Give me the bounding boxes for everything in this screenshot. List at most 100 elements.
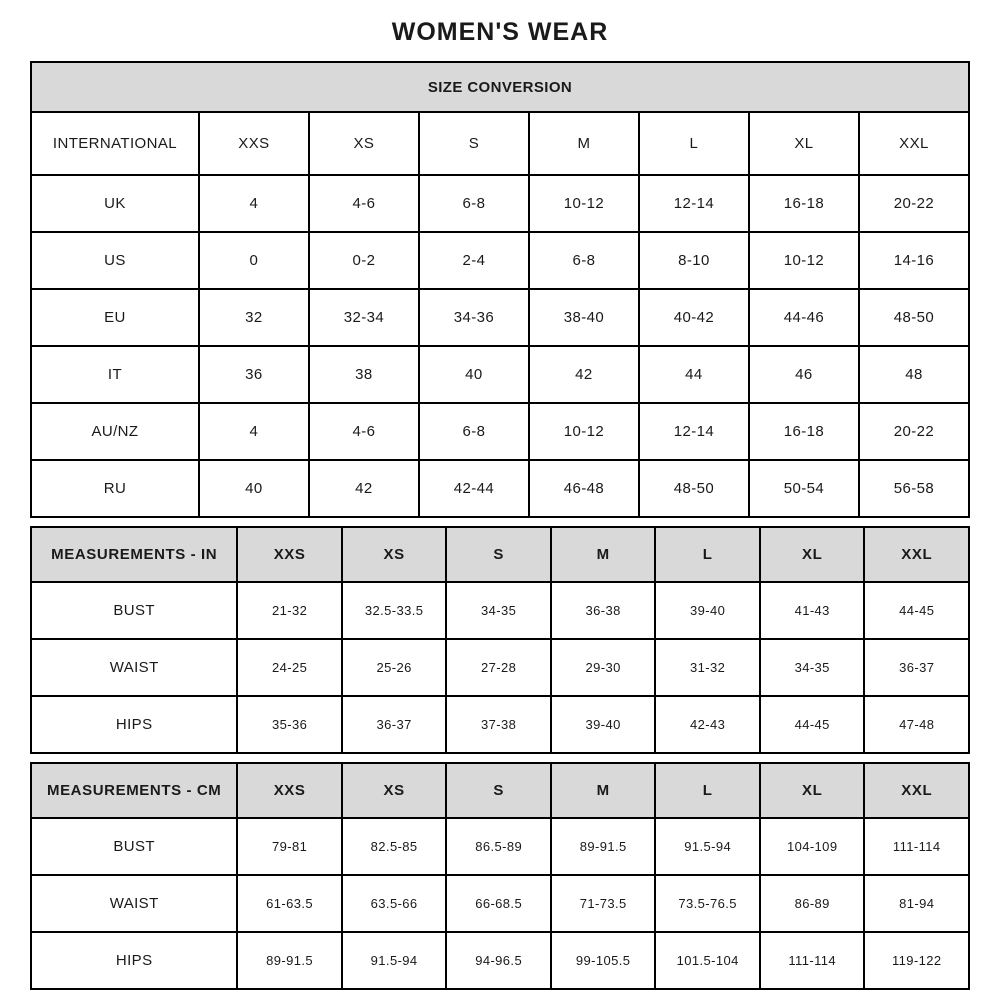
table-caption: SIZE CONVERSION xyxy=(30,61,970,113)
column-header: M xyxy=(527,111,640,176)
table-cell: 94-96.5 xyxy=(445,931,552,990)
table-cell: 46-48 xyxy=(527,459,640,518)
column-header: XXL xyxy=(863,526,970,583)
table-cell: 56-58 xyxy=(857,459,971,518)
table-cell: 36 xyxy=(197,345,310,404)
table-cell: 89-91.5 xyxy=(236,931,343,990)
table-cell: 40 xyxy=(197,459,310,518)
table-cell: 89-91.5 xyxy=(549,817,657,876)
table-cell: 12-14 xyxy=(637,402,750,461)
table-caption: MEASUREMENTS - IN xyxy=(29,526,239,583)
table-cell: 8-10 xyxy=(637,231,750,290)
table-cell: 4 xyxy=(197,402,310,461)
table-cell: 14-16 xyxy=(857,231,971,290)
measurements-in-table: MEASUREMENTS - IN XXS XS S M L XL XXL BUST 21-32 3… xyxy=(29,526,970,754)
table-cell: 21-32 xyxy=(236,581,343,640)
table-cell: 47-48 xyxy=(863,695,970,754)
table-row: EU 32 32-34 34-36 38-40 40-42 44-46 48-50 xyxy=(30,288,971,347)
column-header-row: MEASUREMENTS - IN XXS XS S M L XL XXL xyxy=(29,526,970,583)
table-caption-row: SIZE CONVERSION xyxy=(30,61,970,113)
table-cell: 66-68.5 xyxy=(445,874,552,933)
table-cell: 44-46 xyxy=(747,288,860,347)
column-header: XXS xyxy=(197,111,310,176)
table-row: UK 4 4-6 6-8 10-12 12-14 16-18 20-22 xyxy=(30,174,971,233)
table-cell: 37-38 xyxy=(445,695,552,754)
table-row: AU/NZ 4 4-6 6-8 10-12 12-14 16-18 20-22 xyxy=(30,402,971,461)
column-header: XXL xyxy=(857,111,971,176)
table-cell: 10-12 xyxy=(527,174,640,233)
table-cell: 12-14 xyxy=(637,174,750,233)
table-cell: 104-109 xyxy=(758,817,866,876)
table-cell: 119-122 xyxy=(863,931,970,990)
table-cell: 42 xyxy=(307,459,420,518)
table-cell: 39-40 xyxy=(654,581,761,640)
table-cell: 4-6 xyxy=(307,402,420,461)
column-header: S xyxy=(445,526,552,583)
table-cell: 34-36 xyxy=(417,288,530,347)
table-cell: 20-22 xyxy=(857,402,971,461)
table-row: BUST 21-32 32.5-33.5 34-35 36-38 39-40 41-43 44… xyxy=(29,581,970,640)
table-cell: 91.5-94 xyxy=(340,931,448,990)
table-cell: 73.5-76.5 xyxy=(654,874,761,933)
row-label: IT xyxy=(30,345,200,404)
table-cell: 32-34 xyxy=(307,288,420,347)
column-header: XXL xyxy=(863,762,970,819)
table-cell: 0-2 xyxy=(307,231,420,290)
table-cell: 36-37 xyxy=(340,695,448,754)
row-label: AU/NZ xyxy=(30,402,200,461)
table-cell: 79-81 xyxy=(236,817,343,876)
table-cell: 48 xyxy=(857,345,971,404)
table-cell: 42 xyxy=(527,345,640,404)
table-cell: 16-18 xyxy=(747,174,860,233)
row-label: HIPS xyxy=(29,931,239,990)
table-cell: 6-8 xyxy=(527,231,640,290)
table-cell: 36-38 xyxy=(549,581,657,640)
row-label: WAIST xyxy=(29,874,239,933)
table-cell: 46 xyxy=(747,345,860,404)
column-header: L xyxy=(654,762,761,819)
table-cell: 48-50 xyxy=(857,288,971,347)
table-cell: 42-44 xyxy=(417,459,530,518)
table-cell: 6-8 xyxy=(417,174,530,233)
table-cell: 32.5-33.5 xyxy=(340,581,448,640)
table-cell: 86-89 xyxy=(758,874,866,933)
table-gap xyxy=(30,754,970,762)
table-cell: 27-28 xyxy=(445,638,552,697)
row-label: US xyxy=(30,231,200,290)
table-gap xyxy=(30,518,970,526)
table-cell: 24-25 xyxy=(236,638,343,697)
table-cell: 38 xyxy=(307,345,420,404)
column-header-row: MEASUREMENTS - CM XXS XS S M L XL XXL xyxy=(29,762,970,819)
row-label: EU xyxy=(30,288,200,347)
table-cell: 29-30 xyxy=(549,638,657,697)
table-cell: 25-26 xyxy=(340,638,448,697)
column-header: S xyxy=(417,111,530,176)
table-row: BUST 79-81 82.5-85 86.5-89 89-91.5 91.5-94 104… xyxy=(29,817,970,876)
table-cell: 39-40 xyxy=(549,695,657,754)
table-row: HIPS 89-91.5 91.5-94 94-96.5 99-105.5 101.5-1… xyxy=(29,931,970,990)
table-cell: 44 xyxy=(637,345,750,404)
row-label: UK xyxy=(30,174,200,233)
table-cell: 63.5-66 xyxy=(340,874,448,933)
table-cell: 35-36 xyxy=(236,695,343,754)
table-cell: 44-45 xyxy=(758,695,866,754)
table-cell: 101.5-104 xyxy=(654,931,761,990)
table-cell: 40 xyxy=(417,345,530,404)
table-cell: 44-45 xyxy=(863,581,970,640)
table-cell: 82.5-85 xyxy=(340,817,448,876)
table-cell: 6-8 xyxy=(417,402,530,461)
table-row: US 0 0-2 2-4 6-8 8-10 10-12 14-16 xyxy=(30,231,971,290)
table-caption: MEASUREMENTS - CM xyxy=(29,762,239,819)
table-cell: 71-73.5 xyxy=(549,874,657,933)
size-conversion-table: SIZE CONVERSION INTERNATIONAL XXS XS S M L XL XX… xyxy=(30,61,971,518)
table-cell: 81-94 xyxy=(863,874,970,933)
table-cell: 38-40 xyxy=(527,288,640,347)
column-header: XS xyxy=(340,526,448,583)
column-header: M xyxy=(549,762,657,819)
table-cell: 36-37 xyxy=(863,638,970,697)
column-header: XXS xyxy=(236,762,343,819)
column-header: XXS xyxy=(236,526,343,583)
table-cell: 41-43 xyxy=(758,581,866,640)
table-cell: 2-4 xyxy=(417,231,530,290)
table-cell: 50-54 xyxy=(747,459,860,518)
